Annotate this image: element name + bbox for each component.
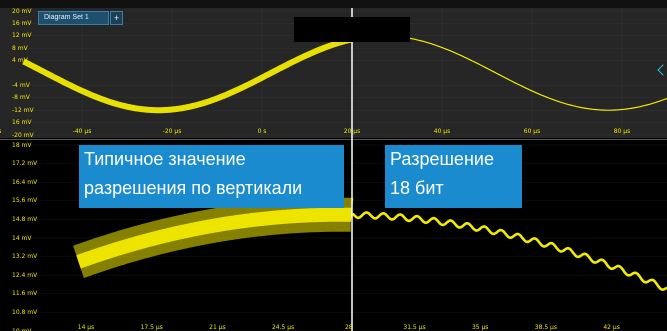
- zoom-y-tick-label: 15.6 mV: [12, 197, 38, 205]
- zoom-y-tick-label: 18 mV: [12, 141, 32, 149]
- overview-y-tick-label: 12 mV: [12, 32, 32, 40]
- add-tab-button[interactable]: +: [110, 11, 123, 25]
- overview-y-tick-label: -4 mV: [12, 81, 30, 89]
- zoom-x-tick-label: 14 µs: [77, 324, 95, 331]
- zoom-y-tick-label: 14 mV: [12, 234, 32, 242]
- zoom-x-tick-label: 17.5 µs: [140, 324, 163, 331]
- overview-y-tick-label: -12 mV: [12, 106, 34, 114]
- zoom-y-tick-label: 10 mV: [12, 327, 32, 331]
- overview-y-tick-label: 8 mV: [12, 44, 28, 52]
- tab-diagram-set-1[interactable]: Diagram Set 1: [38, 11, 109, 25]
- zoom-y-tick-label: 10.8 mV: [12, 308, 38, 316]
- zoom-y-tick-label: 11.6 mV: [12, 290, 38, 298]
- overview-y-tick-label: 16 mV: [12, 19, 32, 27]
- callout-18-bit-resolution: Разрешение 18 бит: [385, 145, 522, 208]
- zoom-y-tick-label: 14.8 mV: [12, 215, 38, 223]
- overview-y-tick-label: 16 mV: [12, 119, 32, 127]
- zoom-y-tick-label: 13.2 mV: [12, 253, 38, 261]
- callout-left-line2: разрешения по вертикали: [84, 178, 303, 198]
- zoom-x-tick-label: 42 µs: [603, 324, 620, 331]
- toolbar-strip: [0, 0, 667, 8]
- zoom-x-tick-label: 28: [344, 324, 353, 331]
- overview-x-tick-label: 0 s: [257, 128, 267, 135]
- overview-x-tick-label: 60 µs: [523, 128, 541, 135]
- zoom-x-tick-label: 31.5 µs: [403, 324, 426, 331]
- overview-x-tick-label: 40 µs: [433, 128, 451, 135]
- overview-x-tick-label: -40 µs: [72, 128, 92, 135]
- callout-right-line2: 18 бит: [390, 178, 444, 198]
- zoom-trace-18bit: [351, 211, 667, 291]
- callout-left-line1: Типичное значение: [84, 149, 246, 169]
- overview-x-tick-label: -60 µs: [0, 128, 12, 135]
- overview-y-tick-label: -8 mV: [12, 94, 30, 102]
- zoom-x-tick-label: 24.5 µs: [271, 324, 295, 331]
- zoom-trace-typical-core: [76, 207, 353, 269]
- zoom-y-tick-label: 17.2 mV: [12, 160, 38, 168]
- callout-right-line1: Разрешение: [390, 149, 494, 169]
- overview-y-tick-label: -20 mV: [12, 131, 34, 139]
- overview-x-tick-label: 80 µs: [613, 128, 631, 135]
- overview-x-tick-label: -20 µs: [162, 128, 182, 135]
- callout-typical-resolution: Типичное значение разрешения по вертикал…: [79, 145, 344, 208]
- overview-x-tick-label: 20 µs: [343, 128, 361, 135]
- zoom-x-tick-label: 21 µs: [209, 324, 226, 331]
- zoom-y-tick-label: 12.4 mV: [12, 271, 38, 279]
- overview-trace-typical: [22, 36, 353, 114]
- measurement-readout-box: [294, 17, 410, 42]
- zoom-x-tick-label: 38.5 µs: [534, 324, 557, 331]
- zoom-x-tick-label: 35 µs: [471, 324, 489, 331]
- zoom-y-tick-label: 16.4 mV: [12, 178, 38, 186]
- overview-y-tick-label: 4 mV: [12, 57, 28, 65]
- overview-y-tick-label: 20 mV: [12, 7, 32, 15]
